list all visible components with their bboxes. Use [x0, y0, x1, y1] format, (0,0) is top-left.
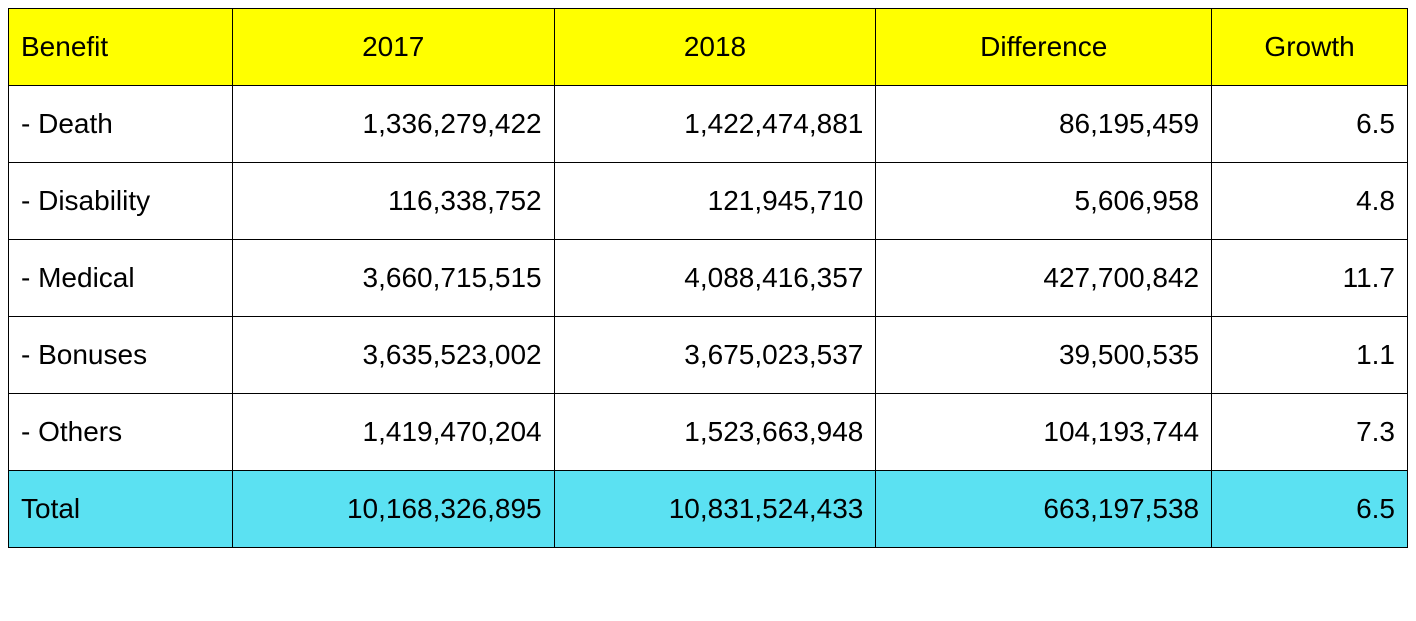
cell-growth: 6.5: [1212, 86, 1408, 163]
cell-benefit: - Bonuses: [9, 317, 233, 394]
cell-difference: 86,195,459: [876, 86, 1212, 163]
column-header-growth: Growth: [1212, 9, 1408, 86]
cell-total-benefit: Total: [9, 471, 233, 548]
cell-2018: 3,675,023,537: [554, 317, 876, 394]
column-header-2017: 2017: [232, 9, 554, 86]
cell-difference: 104,193,744: [876, 394, 1212, 471]
cell-2018: 1,422,474,881: [554, 86, 876, 163]
cell-difference: 5,606,958: [876, 163, 1212, 240]
cell-2017: 3,660,715,515: [232, 240, 554, 317]
cell-benefit: - Disability: [9, 163, 233, 240]
cell-benefit: - Others: [9, 394, 233, 471]
table-row: - Disability 116,338,752 121,945,710 5,6…: [9, 163, 1408, 240]
cell-total-2018: 10,831,524,433: [554, 471, 876, 548]
cell-difference: 427,700,842: [876, 240, 1212, 317]
cell-total-2017: 10,168,326,895: [232, 471, 554, 548]
column-header-benefit: Benefit: [9, 9, 233, 86]
table-row: - Others 1,419,470,204 1,523,663,948 104…: [9, 394, 1408, 471]
cell-2017: 1,419,470,204: [232, 394, 554, 471]
cell-benefit: - Death: [9, 86, 233, 163]
cell-benefit: - Medical: [9, 240, 233, 317]
column-header-2018: 2018: [554, 9, 876, 86]
cell-2017: 1,336,279,422: [232, 86, 554, 163]
cell-2018: 4,088,416,357: [554, 240, 876, 317]
cell-2017: 3,635,523,002: [232, 317, 554, 394]
table-row: - Bonuses 3,635,523,002 3,675,023,537 39…: [9, 317, 1408, 394]
cell-growth: 4.8: [1212, 163, 1408, 240]
cell-2018: 1,523,663,948: [554, 394, 876, 471]
cell-growth: 7.3: [1212, 394, 1408, 471]
cell-growth: 11.7: [1212, 240, 1408, 317]
table-header-row: Benefit 2017 2018 Difference Growth: [9, 9, 1408, 86]
cell-total-difference: 663,197,538: [876, 471, 1212, 548]
cell-growth: 1.1: [1212, 317, 1408, 394]
cell-total-growth: 6.5: [1212, 471, 1408, 548]
table-row: - Medical 3,660,715,515 4,088,416,357 42…: [9, 240, 1408, 317]
cell-2018: 121,945,710: [554, 163, 876, 240]
column-header-difference: Difference: [876, 9, 1212, 86]
cell-2017: 116,338,752: [232, 163, 554, 240]
benefit-table: Benefit 2017 2018 Difference Growth - De…: [8, 8, 1408, 548]
table-row: - Death 1,336,279,422 1,422,474,881 86,1…: [9, 86, 1408, 163]
table-total-row: Total 10,168,326,895 10,831,524,433 663,…: [9, 471, 1408, 548]
cell-difference: 39,500,535: [876, 317, 1212, 394]
